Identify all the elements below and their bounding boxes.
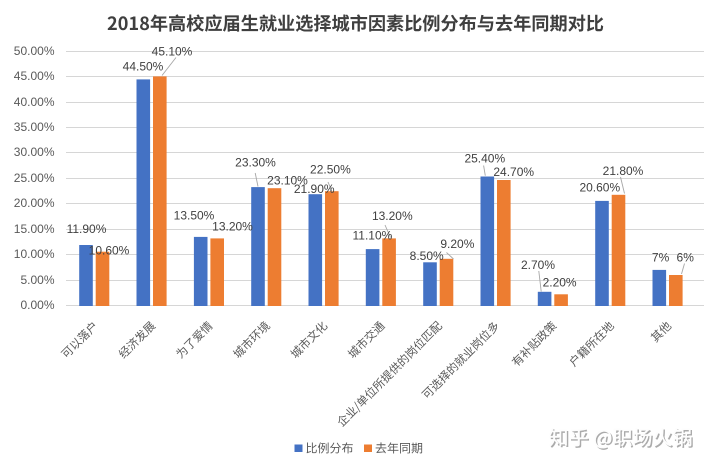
svg-text:10.60%: 10.60% bbox=[89, 243, 130, 257]
svg-text:11.90%: 11.90% bbox=[67, 222, 107, 236]
svg-text:21.90%: 21.90% bbox=[294, 182, 335, 196]
svg-text:20.60%: 20.60% bbox=[579, 180, 620, 194]
svg-text:23.30%: 23.30% bbox=[235, 155, 276, 169]
svg-text:11.10%: 11.10% bbox=[352, 228, 392, 242]
svg-text:50.00%: 50.00% bbox=[14, 44, 55, 58]
svg-text:2.70%: 2.70% bbox=[521, 258, 555, 272]
svg-text:13.20%: 13.20% bbox=[372, 209, 413, 223]
svg-text:40.00%: 40.00% bbox=[14, 95, 55, 109]
svg-text:30.00%: 30.00% bbox=[14, 145, 55, 159]
svg-text:24.70%: 24.70% bbox=[493, 165, 534, 179]
svg-text:2.20%: 2.20% bbox=[543, 275, 577, 289]
svg-text:45.00%: 45.00% bbox=[14, 69, 55, 83]
svg-text:5.00%: 5.00% bbox=[20, 273, 54, 287]
svg-text:23.10%: 23.10% bbox=[267, 173, 308, 187]
svg-text:20.00%: 20.00% bbox=[14, 196, 55, 210]
svg-text:25.00%: 25.00% bbox=[14, 171, 55, 185]
svg-text:6%: 6% bbox=[677, 250, 695, 264]
svg-text:21.80%: 21.80% bbox=[603, 164, 644, 178]
svg-text:0.00%: 0.00% bbox=[20, 298, 54, 312]
svg-text:35.00%: 35.00% bbox=[14, 120, 55, 134]
svg-text:9.20%: 9.20% bbox=[440, 237, 474, 251]
svg-text:8.50%: 8.50% bbox=[410, 249, 444, 263]
svg-text:22.50%: 22.50% bbox=[310, 162, 351, 176]
svg-text:25.40%: 25.40% bbox=[464, 151, 505, 165]
svg-text:7%: 7% bbox=[652, 250, 670, 264]
svg-text:13.20%: 13.20% bbox=[212, 219, 253, 233]
svg-text:44.50%: 44.50% bbox=[123, 59, 164, 73]
svg-text:10.00%: 10.00% bbox=[14, 247, 55, 261]
svg-text:45.10%: 45.10% bbox=[152, 44, 193, 58]
svg-text:15.00%: 15.00% bbox=[14, 222, 55, 236]
svg-text:13.50%: 13.50% bbox=[174, 208, 215, 222]
